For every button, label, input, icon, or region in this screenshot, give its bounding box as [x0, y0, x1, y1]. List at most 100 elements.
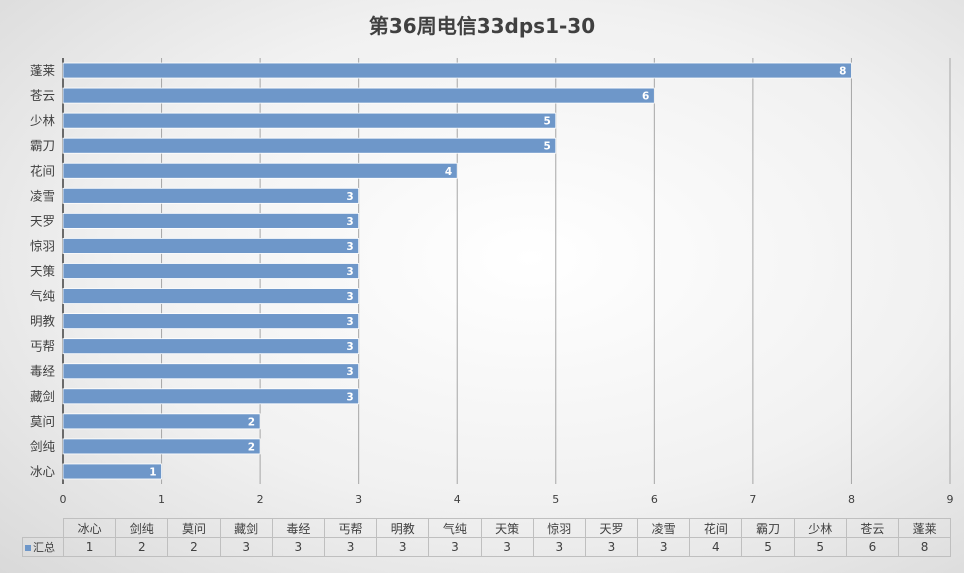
bar-17 — [62, 62, 852, 79]
x-tick-label: 0 — [60, 493, 67, 506]
table-header-cell: 毒经 — [271, 518, 325, 538]
x-tick-label: 7 — [749, 493, 756, 506]
category-label: 丐帮 — [30, 339, 55, 354]
bar-14 — [62, 137, 557, 154]
data-label: 3 — [346, 241, 353, 253]
category-label: 天罗 — [30, 213, 55, 228]
table-value-cell: 6 — [845, 537, 900, 557]
table-header-cell: 少林 — [793, 518, 847, 538]
data-label: 6 — [642, 91, 649, 103]
data-label: 3 — [346, 191, 353, 203]
data-label: 4 — [445, 166, 452, 178]
table-header-cell: 莫问 — [167, 518, 221, 538]
x-tick-label: 2 — [257, 493, 264, 506]
category-label: 藏剑 — [30, 389, 55, 404]
data-label: 2 — [248, 441, 255, 453]
table-value-cell: 8 — [897, 537, 952, 557]
table-value-cell: 3 — [376, 537, 430, 557]
data-label: 3 — [346, 341, 353, 353]
table-value-cell: 3 — [532, 537, 586, 557]
bar-9 — [62, 263, 360, 279]
x-tick-label: 8 — [848, 493, 855, 506]
bar-6 — [62, 338, 360, 355]
table-value-cell: 3 — [584, 537, 639, 557]
table-value-cell: 2 — [115, 537, 169, 557]
category-label: 剑纯 — [30, 439, 56, 454]
category-label: 惊羽 — [30, 238, 55, 253]
category-label: 花间 — [30, 163, 55, 178]
table-header-cell: 苍云 — [845, 518, 900, 538]
table-series-name: 汇总 — [22, 537, 64, 557]
bar-8 — [62, 288, 360, 304]
table-header-cell: 气纯 — [428, 518, 482, 538]
bar-7 — [62, 313, 360, 330]
bar-16 — [62, 87, 655, 104]
table-header-cell: 凌雪 — [637, 518, 691, 538]
table-header-cell: 霸刀 — [741, 518, 795, 538]
category-label: 毒经 — [30, 364, 56, 379]
bar-15 — [62, 112, 557, 129]
data-label: 1 — [149, 466, 156, 478]
x-tick-label: 3 — [355, 493, 362, 506]
table-value-cell: 3 — [219, 537, 273, 557]
table-header-cell: 惊羽 — [532, 518, 586, 538]
data-label: 3 — [346, 316, 353, 328]
table-value-cell: 3 — [480, 537, 534, 557]
x-tick-label: 1 — [158, 493, 165, 506]
table-header-cell: 花间 — [689, 518, 743, 538]
table-value-cell: 3 — [428, 537, 482, 557]
table-header-cell: 冰心 — [62, 518, 117, 538]
x-tick-label: 6 — [651, 493, 658, 506]
table-header-cell: 天策 — [480, 518, 534, 538]
x-tick-label: 5 — [552, 493, 559, 506]
category-label: 少林 — [30, 113, 56, 128]
data-table: 冰心 剑纯 莫问 藏剑 毒经 丐帮 明教 气纯 天策 惊羽 天罗 凌雪 花间 霸刀 少林 苍云 蓬莱 汇总 1 2 2 3… — [22, 518, 952, 557]
bar-12 — [62, 187, 360, 204]
data-label: 3 — [346, 266, 353, 278]
data-label: 2 — [248, 416, 255, 428]
data-label: 3 — [346, 391, 353, 403]
bar-3 — [62, 413, 261, 430]
x-tick-label: 9 — [947, 493, 954, 506]
bar-chart-plot: 0 1 2 3 4 5 6 7 8 9 1 冰心 2 剑纯 2 莫问 3 藏剑 3 毒经 3 丐帮 3 明教 3 气纯 3 天策 3 惊羽… — [30, 58, 954, 506]
bar-13 — [62, 162, 458, 179]
bar-4 — [62, 388, 360, 405]
table-header-cell: 丐帮 — [323, 518, 378, 538]
legend-key — [25, 544, 31, 551]
table-header-cell: 明教 — [376, 518, 430, 538]
table-header-cell: 天罗 — [584, 518, 639, 538]
data-label: 3 — [346, 216, 353, 228]
data-label: 3 — [346, 291, 353, 303]
table-header-cell: 藏剑 — [219, 518, 273, 538]
category-label: 凌雪 — [30, 188, 55, 203]
table-value-cell: 4 — [689, 537, 743, 557]
table-value-cell: 5 — [741, 537, 795, 557]
data-label: 5 — [543, 141, 550, 153]
category-label: 蓬莱 — [30, 63, 55, 78]
table-header-cell: 剑纯 — [115, 518, 169, 538]
chart-title: 第36周电信33dps1-30 — [368, 14, 596, 38]
category-label: 霸刀 — [30, 138, 55, 153]
table-value-cell: 1 — [62, 537, 117, 557]
category-label: 天策 — [30, 264, 56, 279]
category-label: 明教 — [30, 314, 56, 329]
table-value-cell: 3 — [637, 537, 691, 557]
data-label: 3 — [346, 366, 353, 378]
category-label: 苍云 — [30, 88, 55, 103]
bar-1 — [62, 463, 162, 480]
bar-11 — [62, 212, 360, 229]
data-label: 8 — [839, 66, 846, 78]
bar-10 — [62, 238, 360, 254]
table-corner — [23, 519, 64, 538]
table-value-cell: 5 — [793, 537, 847, 557]
category-label: 冰心 — [30, 464, 56, 479]
bar-5 — [62, 363, 360, 380]
series-name-label: 汇总 — [33, 541, 55, 554]
table-value-cell: 3 — [271, 537, 325, 557]
x-tick-label: 4 — [454, 493, 461, 506]
category-label: 莫问 — [30, 414, 55, 429]
data-label: 5 — [543, 116, 550, 128]
table-header-cell: 蓬莱 — [897, 518, 952, 538]
table-value-cell: 2 — [167, 537, 221, 557]
